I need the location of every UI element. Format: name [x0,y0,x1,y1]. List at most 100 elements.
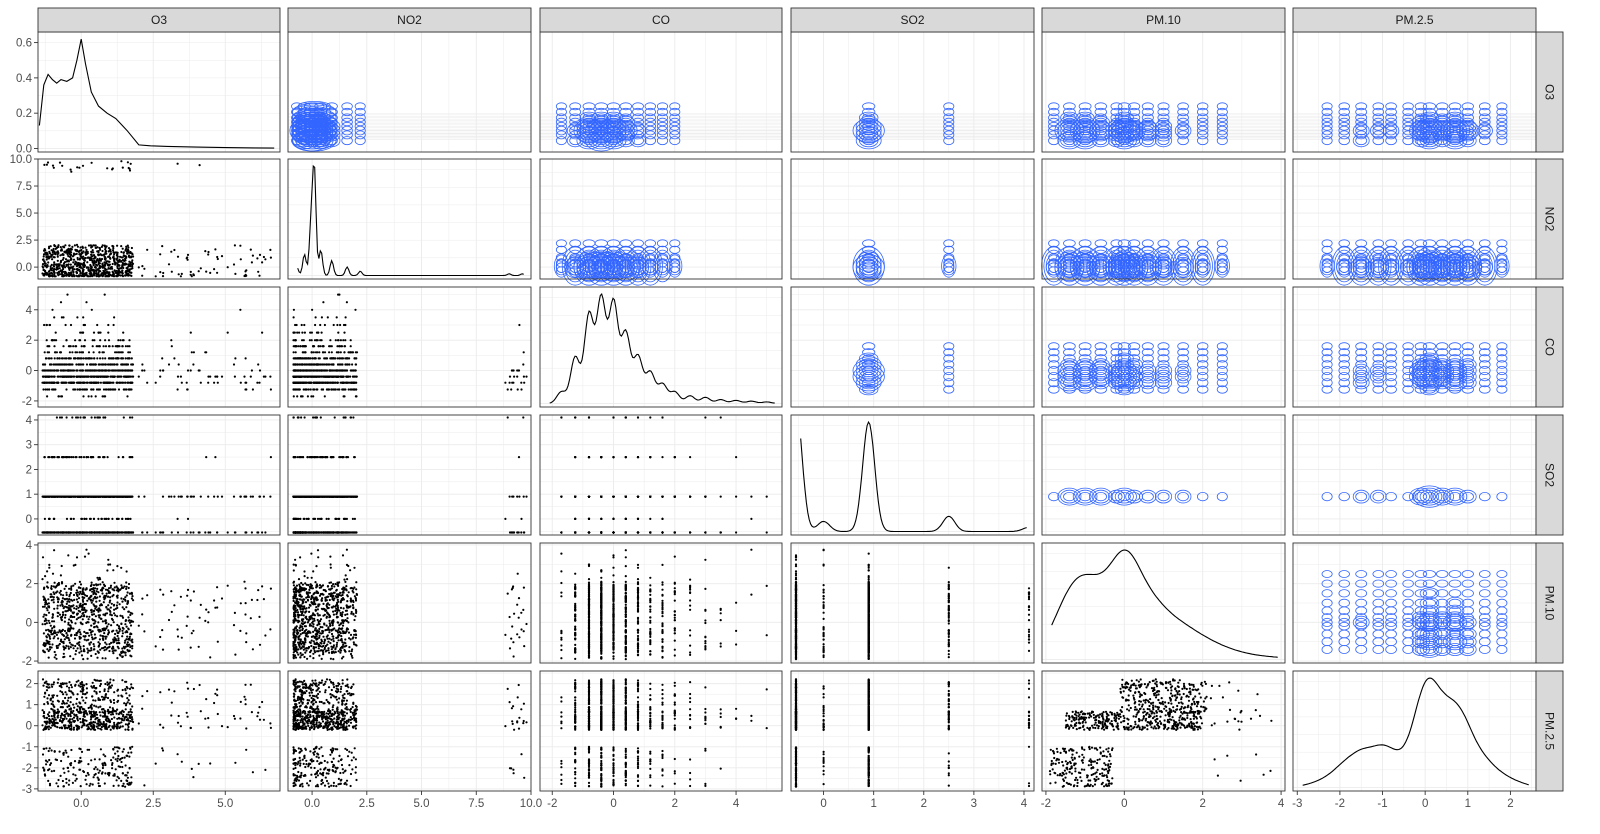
data-point [79,375,82,378]
data-point [90,381,93,384]
data-point [60,363,64,366]
data-point [256,381,259,384]
data-point [332,357,335,360]
data-point [510,388,513,391]
data-point [92,331,96,334]
contour-ring [1094,102,1108,111]
contour-ring [603,111,624,124]
contour-ring [669,107,681,117]
data-point [51,258,54,261]
contour-ring [600,249,627,283]
data-point [300,363,303,366]
data-point [316,381,319,384]
data-point [109,257,112,260]
data-point [309,381,312,384]
contour-ring [555,121,567,131]
data-point [319,363,322,366]
data-point [108,388,112,391]
contour-ring [855,126,882,144]
contour-ring [1177,125,1189,136]
data-point [294,357,297,360]
data-point [43,323,46,327]
data-point [207,531,210,534]
data-point [311,357,314,360]
data-point [186,517,190,521]
data-point [129,517,132,521]
data-point [307,388,310,391]
contour-ring [325,107,338,117]
data-point [327,388,330,391]
data-point [95,263,98,266]
contour-ring [1338,117,1350,127]
data-point [132,255,135,258]
data-point [79,263,82,266]
data-point [115,381,118,384]
contour-ring [1435,117,1449,127]
contour-ring [311,123,331,138]
contour-ring [1435,113,1449,122]
data-point [113,259,116,263]
contour-ring [1445,111,1465,124]
data-point [98,264,101,267]
contour-ring [1496,136,1508,146]
contour-ring [632,117,644,127]
data-point [310,375,313,378]
contour-ring [632,125,644,136]
data-point [315,363,318,366]
data-point [55,369,58,372]
contour-ring [569,107,582,117]
data-point [295,381,299,384]
data-point [123,262,126,265]
data-point [113,363,116,366]
contour-ring [1196,113,1209,122]
data-point [64,244,67,247]
contour-ring [644,107,657,117]
contour-ring [325,130,338,140]
contour-ring [1063,102,1076,111]
data-point [81,245,84,248]
data-point [111,345,114,348]
data-point [312,351,315,354]
data-point [216,255,219,259]
contour-ring [1141,117,1154,127]
data-point [78,166,81,169]
data-point [127,246,130,249]
contour-ring [555,130,567,140]
data-point [141,265,144,268]
data-point [351,363,354,366]
data-point [62,345,65,348]
contour-ring [1177,136,1189,146]
contour-ring [669,102,681,111]
data-point [117,388,121,391]
data-point [161,369,165,372]
data-point [56,253,59,256]
data-point [125,247,128,250]
data-point [64,258,68,261]
contour-ring [1402,107,1414,117]
contour-ring [555,117,567,127]
data-point [126,395,129,398]
data-point [69,168,72,171]
data-point [122,254,125,257]
data-point [320,339,323,342]
data-point [120,250,123,254]
contour-ring [1154,128,1173,142]
data-point [97,331,101,334]
data-point [323,351,327,354]
data-point [91,275,94,278]
contour-ring [1459,123,1477,138]
data-point [209,271,212,274]
data-point [302,381,305,384]
data-point [112,323,115,327]
data-point [128,256,132,259]
data-point [98,363,101,366]
data-point [338,388,341,391]
data-point [332,388,335,391]
data-point [53,345,56,348]
data-point [94,256,97,259]
data-point [100,274,103,277]
data-point [522,375,526,378]
contour-ring [1414,102,1428,111]
contour-ring [1177,107,1189,117]
data-point [65,416,68,419]
